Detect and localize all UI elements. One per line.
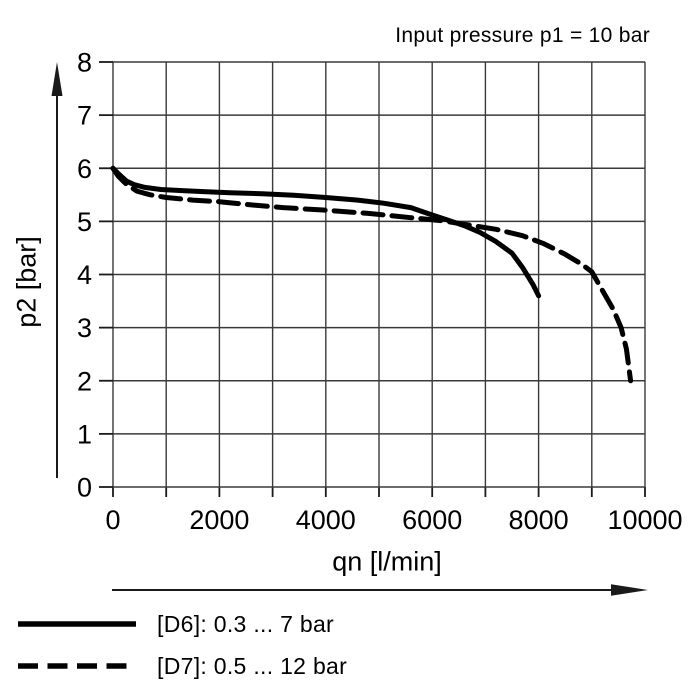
x-tick-label: 6000 bbox=[402, 505, 462, 535]
y-tick-label: 6 bbox=[77, 154, 92, 184]
y-tick-label: 0 bbox=[77, 473, 92, 503]
x-tick-label: 8000 bbox=[509, 505, 569, 535]
y-axis-label: p2 [bar] bbox=[11, 236, 42, 328]
legend-swatch-dashed-line bbox=[18, 663, 136, 669]
y-tick-label: 7 bbox=[77, 101, 92, 131]
legend-label-d7: [D7]: 0.5 ... 12 bar bbox=[157, 652, 348, 679]
x-tick-label: 4000 bbox=[296, 505, 356, 535]
y-tick-label: 4 bbox=[77, 260, 92, 290]
x-tick-label: 0 bbox=[105, 505, 120, 535]
chart-title: Input pressure p1 = 10 bar bbox=[395, 24, 650, 47]
y-tick-label: 3 bbox=[77, 313, 92, 343]
curve-d7-dashed bbox=[110, 165, 634, 384]
legend-item-d6: [D6]: 0.3 ... 7 bar bbox=[17, 610, 347, 638]
y-tick-label: 1 bbox=[77, 419, 92, 449]
x-axis-label: qn [l/min] bbox=[332, 546, 442, 577]
y-tick-label: 8 bbox=[77, 48, 92, 78]
legend: [D6]: 0.3 ... 7 bar [D7]: 0.5 ... 12 bar bbox=[17, 610, 347, 694]
y-tick-label: 2 bbox=[77, 366, 92, 396]
x-tick-label: 10000 bbox=[607, 505, 682, 535]
curve-d6-solid bbox=[110, 165, 542, 299]
x-axis-arrowhead-icon bbox=[611, 584, 648, 596]
legend-label-d6: [D6]: 0.3 ... 7 bar bbox=[157, 610, 335, 637]
legend-swatch-solid-line bbox=[18, 621, 136, 627]
legend-item-d7: [D7]: 0.5 ... 12 bar bbox=[17, 652, 347, 680]
x-tick-label: 2000 bbox=[189, 505, 249, 535]
y-axis-arrowhead-icon bbox=[51, 62, 63, 96]
y-tick-label: 5 bbox=[77, 207, 92, 237]
